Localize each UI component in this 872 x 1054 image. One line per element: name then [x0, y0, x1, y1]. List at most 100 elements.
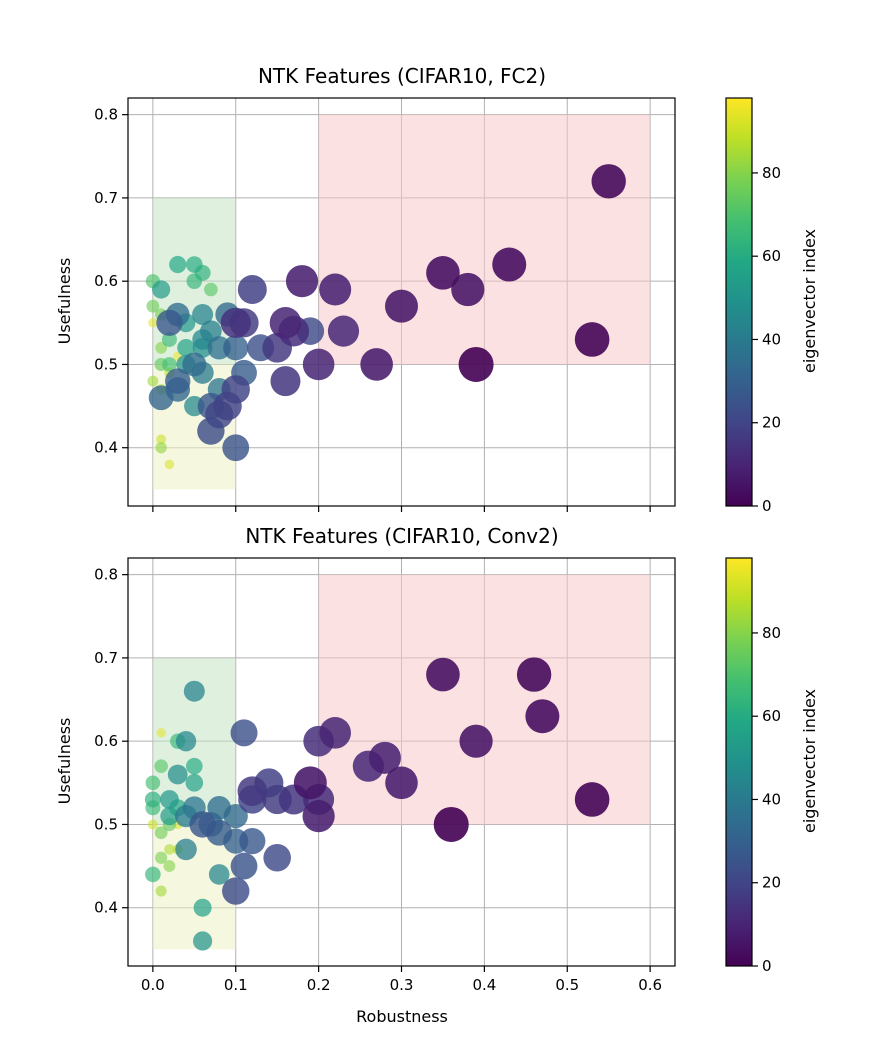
- bottom-data-point: [208, 864, 230, 885]
- top-data-point: [161, 331, 177, 347]
- top-data-point: [192, 303, 214, 325]
- top-data-point: [237, 275, 267, 305]
- bottom-data-point: [167, 764, 188, 785]
- bottom-colorbar-tick-label: 80: [762, 624, 781, 642]
- bottom-colorbar: 0 20 40 60 80: [725, 557, 781, 975]
- bottom-data-point: [156, 728, 166, 738]
- bottom-data-point: [426, 657, 460, 692]
- bottom-data-point: [189, 811, 216, 838]
- top-data-point: [360, 348, 393, 381]
- bottom-colorbar-label: eigenvector index: [800, 689, 819, 833]
- bottom-x-tick-label: 0.2: [307, 976, 331, 994]
- top-y-tick-label: 0.7: [94, 189, 118, 207]
- top-data-point: [574, 322, 610, 357]
- bottom-data-point: [433, 806, 469, 842]
- bottom-data-point: [230, 852, 258, 880]
- top-plot-area: 0.4 0.5 0.6 0.7 0.8: [94, 97, 676, 512]
- bottom-data-point: [459, 724, 493, 758]
- bottom-data-point: [368, 741, 401, 774]
- top-data-point: [156, 309, 183, 336]
- top-data-point: [169, 255, 187, 274]
- top-colorbar-tick-label: 0: [762, 497, 772, 515]
- bottom-data-point: [155, 885, 167, 897]
- top-data-point: [385, 289, 418, 323]
- top-data-point: [319, 273, 352, 306]
- bottom-data-point: [525, 699, 560, 734]
- bottom-data-point: [574, 782, 610, 817]
- bottom-y-tick-label: 0.7: [94, 649, 118, 667]
- top-data-point: [156, 434, 167, 445]
- top-data-point: [186, 256, 203, 273]
- bottom-data-point: [239, 828, 266, 855]
- top-y-tick-label: 0.8: [94, 106, 118, 124]
- top-y-tick-label: 0.6: [94, 272, 118, 290]
- bottom-data-point: [223, 804, 248, 829]
- bottom-data-point: [155, 851, 168, 864]
- top-data-point: [213, 391, 242, 421]
- bottom-scatter-panel: NTK Features (CIFAR10, Conv2) 0.0 0.1 0.2 0…: [55, 524, 819, 1026]
- bottom-data-point: [186, 757, 203, 775]
- bottom-x-tick-label: 0.6: [638, 976, 662, 994]
- top-colorbar-tick-label: 20: [762, 414, 781, 432]
- bottom-data-point: [154, 826, 168, 840]
- bottom-data-point: [145, 866, 161, 883]
- top-data-point: [458, 346, 494, 382]
- top-y-axis-label: Usefulness: [55, 258, 74, 345]
- bottom-plot-area: 0.0 0.1 0.2 0.3 0.4 0.5 0.6 0.4 0.5 0.6 0.7 0.8: [94, 557, 676, 994]
- bottom-data-point: [185, 774, 204, 792]
- top-data-point: [165, 368, 191, 394]
- bottom-y-tick-label: 0.8: [94, 566, 118, 584]
- top-y-tick-label: 0.4: [94, 439, 118, 457]
- bottom-data-point: [164, 844, 175, 855]
- top-data-point: [148, 318, 158, 328]
- bottom-data-point: [319, 717, 351, 749]
- top-data-point: [204, 282, 218, 297]
- bottom-colorbar-tick-label: 40: [762, 790, 781, 808]
- bottom-data-point: [147, 819, 158, 830]
- top-data-point: [182, 352, 207, 377]
- bottom-y-tick-label: 0.4: [94, 899, 118, 917]
- bottom-data-point: [516, 657, 552, 692]
- bottom-data-point: [175, 838, 197, 861]
- top-data-point: [222, 434, 250, 462]
- bottom-data-point: [237, 776, 268, 806]
- bottom-data-point: [263, 843, 291, 872]
- bottom-colorbar-tick-label: 60: [762, 707, 781, 725]
- bottom-data-point: [144, 791, 161, 808]
- top-data-point: [162, 357, 177, 372]
- top-data-point: [155, 341, 168, 354]
- top-data-point: [269, 307, 302, 339]
- bottom-data-point: [302, 800, 335, 833]
- top-colorbar-tick-label: 60: [762, 247, 781, 265]
- bottom-colorbar-tick-label: 0: [762, 957, 772, 975]
- top-data-point: [177, 338, 195, 357]
- x-axis-label: Robustness: [356, 1007, 448, 1026]
- bottom-colorbar-tick-label: 20: [762, 874, 781, 892]
- top-chart-title: NTK Features (CIFAR10, FC2): [258, 64, 546, 88]
- bottom-data-point: [183, 680, 205, 702]
- bottom-y-tick-label: 0.6: [94, 732, 118, 750]
- top-data-point: [327, 315, 360, 347]
- bottom-data-point: [192, 931, 213, 951]
- bottom-data-point: [193, 898, 212, 917]
- top-y-tick-label: 0.5: [94, 355, 118, 373]
- bottom-chart-title: NTK Features (CIFAR10, Conv2): [245, 524, 558, 548]
- bottom-data-point: [222, 877, 250, 905]
- bottom-data-point: [160, 807, 179, 826]
- bottom-data-point: [230, 719, 258, 747]
- top-colorbar-tick-label: 80: [762, 164, 781, 182]
- top-data-point: [223, 335, 249, 361]
- top-data-point: [591, 164, 626, 199]
- bottom-y-axis-label: Usefulness: [55, 718, 74, 805]
- top-data-point: [302, 348, 335, 381]
- top-data-point: [147, 375, 159, 387]
- top-colorbar-label: eigenvector index: [800, 229, 819, 373]
- top-colorbar: 0 20 40 60 80: [725, 97, 781, 515]
- top-data-point: [220, 307, 251, 338]
- bottom-x-tick-label: 0.1: [224, 976, 248, 994]
- bottom-data-point: [175, 730, 197, 752]
- bottom-x-tick-label: 0.0: [141, 976, 165, 994]
- top-data-point: [426, 256, 460, 290]
- bottom-x-tick-label: 0.4: [472, 976, 496, 994]
- bottom-data-point: [160, 790, 179, 809]
